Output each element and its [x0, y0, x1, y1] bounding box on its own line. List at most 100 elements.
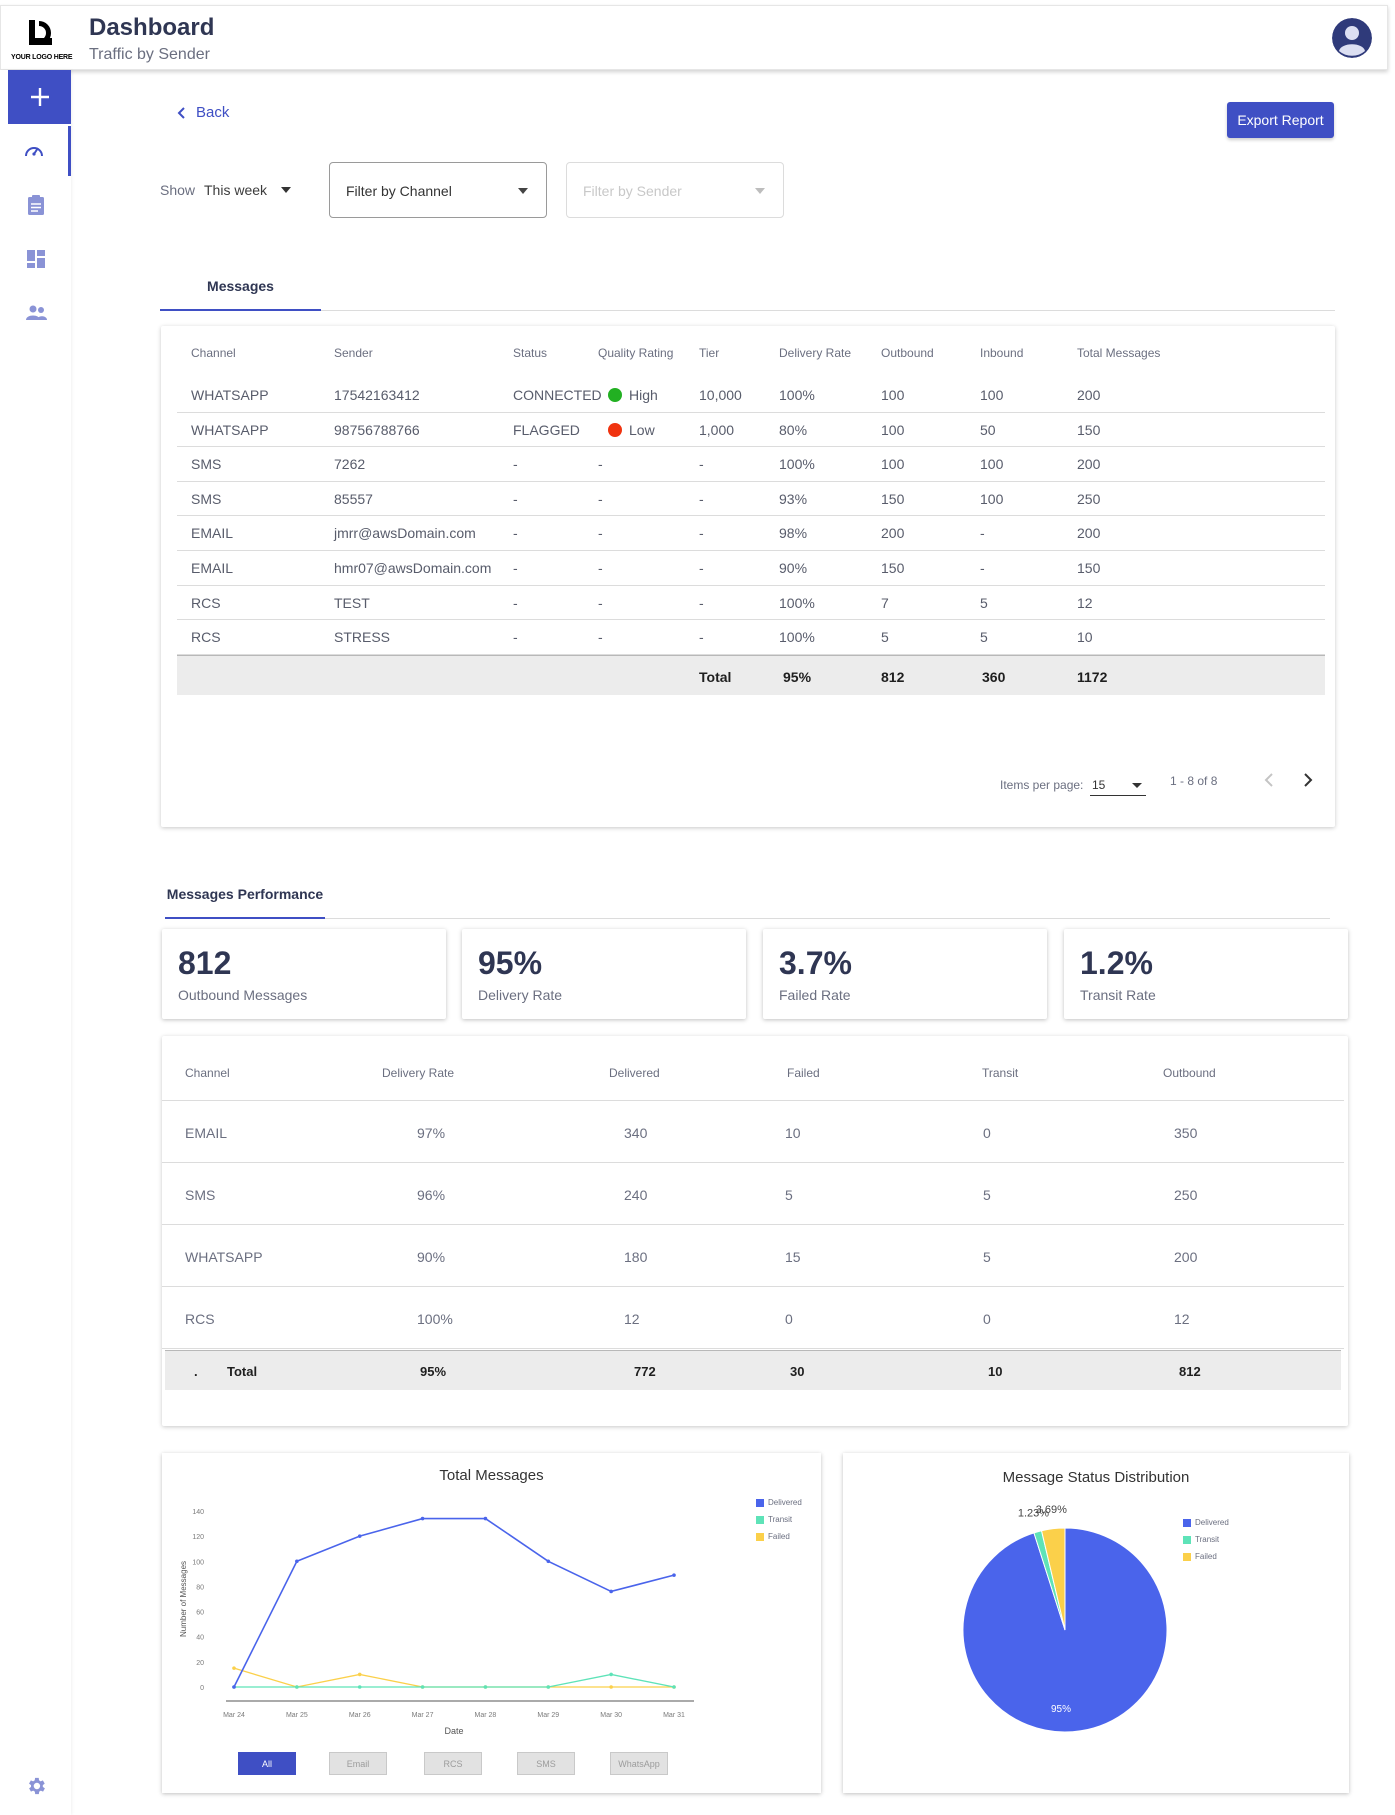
- channel-filter-select[interactable]: Filter by Channel: [329, 162, 547, 218]
- table-total-row: Total 95% 812 360 1172: [177, 654, 1325, 695]
- legend-swatch: [1183, 1518, 1191, 1527]
- table-cell-delivery-rate: 100%: [779, 629, 815, 646]
- series-line-delivered: [233, 1517, 675, 1688]
- table-cell-status: -: [513, 490, 518, 507]
- channel-filter-buttons: All Email RCS SMS WhatsApp: [238, 1752, 758, 1776]
- legend-label: Failed: [1195, 1552, 1217, 1561]
- clipboard-icon: [27, 195, 44, 215]
- tab-messages[interactable]: Messages: [160, 272, 321, 311]
- filter-sms-button[interactable]: SMS: [517, 1752, 575, 1775]
- column-header[interactable]: Delivered: [609, 1066, 660, 1080]
- chevron-down-icon: [755, 188, 765, 194]
- user-avatar-icon[interactable]: [1332, 18, 1372, 58]
- table-cell-delivered: 12: [624, 1311, 640, 1327]
- items-per-page-select[interactable]: 15: [1090, 772, 1146, 796]
- sidebar-item-users[interactable]: [0, 288, 71, 338]
- table-cell-outbound: 5: [881, 629, 889, 646]
- table-cell-total: 200: [1077, 525, 1101, 542]
- series-line-failed: [233, 1667, 674, 1688]
- data-point-transit: [357, 1685, 362, 1689]
- column-header[interactable]: Total Messages: [1077, 346, 1161, 360]
- table-row: RCS STRESS - - - 100% 5 5 10: [177, 620, 1325, 655]
- table-cell-delivered: 240: [624, 1187, 648, 1203]
- column-header[interactable]: Transit: [982, 1066, 1019, 1080]
- sidebar-item-reports[interactable]: [0, 180, 71, 230]
- table-cell-failed: 15: [785, 1249, 801, 1265]
- data-point-transit: [546, 1685, 551, 1689]
- next-page-icon[interactable]: [1298, 770, 1318, 790]
- back-link[interactable]: Back: [176, 104, 229, 121]
- table-cell-sender: 7262: [334, 456, 366, 473]
- data-point-delivered: [357, 1534, 362, 1538]
- filter-whatsapp-button[interactable]: WhatsApp: [610, 1752, 668, 1775]
- data-point-transit: [295, 1685, 299, 1689]
- table-cell-total: 200: [1077, 456, 1101, 473]
- settings-button[interactable]: [20, 1770, 52, 1802]
- table-cell-inbound: -: [980, 525, 985, 542]
- export-report-button[interactable]: Export Report: [1227, 102, 1334, 138]
- x-tick-label: Mar 30: [600, 1712, 622, 1719]
- table-row: EMAIL hmr07@awsDomain.com - - - 90% 150 - 150: [177, 551, 1325, 586]
- table-cell-quality: -: [598, 629, 603, 646]
- table-cell-delivered: 340: [624, 1125, 648, 1141]
- y-tick-label: 140: [192, 1509, 204, 1516]
- legend-swatch: [756, 1515, 764, 1524]
- kpi-card-transit-rate: 1.2% Transit Rate: [1064, 929, 1348, 1019]
- table-row: RCS 100% 12 0 0 12: [162, 1287, 1344, 1349]
- table-cell-tier: 10,000: [699, 387, 742, 403]
- column-header[interactable]: Channel: [191, 346, 236, 360]
- sidebar-item-widgets[interactable]: [0, 234, 71, 284]
- x-tick-label: Mar 25: [286, 1712, 308, 1719]
- column-header[interactable]: Channel: [185, 1066, 230, 1080]
- table-cell-channel: EMAIL: [191, 560, 234, 576]
- column-header[interactable]: Outbound: [881, 346, 934, 360]
- column-header[interactable]: Outbound: [1163, 1066, 1216, 1080]
- back-label: Back: [196, 104, 230, 121]
- period-select[interactable]: This week: [204, 182, 268, 198]
- legend-item-transit: Transit: [756, 1511, 802, 1528]
- column-header[interactable]: Sender: [334, 346, 373, 360]
- table-row: WHATSAPP 90% 180 15 5 200: [162, 1225, 1344, 1287]
- column-header[interactable]: Quality Rating: [598, 346, 674, 360]
- x-tick-label: Mar 28: [475, 1712, 497, 1719]
- table-cell-sender: 98756788766: [334, 421, 420, 438]
- total-cell-label: Total: [699, 668, 732, 685]
- table-cell-inbound: 5: [980, 629, 988, 646]
- table-cell-sender: 17542163412: [334, 387, 420, 403]
- chevron-down-icon[interactable]: [281, 187, 291, 193]
- table-row: SMS 96% 240 5 5 250: [162, 1163, 1344, 1225]
- table-cell-status: -: [513, 560, 518, 576]
- table-row: WHATSAPP 17542163412 CONNECTED High 10,000 10…: [177, 378, 1325, 413]
- column-header[interactable]: Delivery Rate: [779, 346, 852, 360]
- table-cell-outbound: 100: [881, 456, 905, 473]
- column-header[interactable]: Status: [513, 346, 548, 360]
- x-axis-label: Date: [444, 1726, 463, 1736]
- table-cell-transit: 5: [983, 1249, 991, 1265]
- filter-all-button[interactable]: All: [238, 1752, 296, 1775]
- tab-messages-performance[interactable]: Messages Performance: [165, 880, 325, 919]
- filter-rcs-button[interactable]: RCS: [424, 1752, 482, 1775]
- speedometer-icon: [25, 147, 43, 157]
- column-header[interactable]: Delivery Rate: [382, 1066, 455, 1080]
- filter-email-button[interactable]: Email: [329, 1752, 387, 1775]
- table-cell-inbound: 100: [980, 490, 1004, 507]
- column-header[interactable]: Failed: [787, 1066, 820, 1080]
- y-tick-label: 60: [196, 1610, 204, 1617]
- column-header[interactable]: Inbound: [980, 346, 1024, 360]
- data-point-failed: [232, 1666, 236, 1670]
- table-cell-quality: High: [608, 387, 658, 403]
- sidebar-item-add[interactable]: [8, 70, 71, 124]
- legend-swatch: [756, 1498, 764, 1507]
- previous-page-icon[interactable]: [1259, 770, 1279, 790]
- sender-filter-select[interactable]: Filter by Sender: [566, 162, 784, 218]
- quality-label: High: [629, 387, 658, 403]
- table-cell-transit: 0: [983, 1125, 991, 1141]
- legend-item-transit: Transit: [1183, 1531, 1229, 1548]
- sidebar-item-dashboard[interactable]: [0, 126, 71, 176]
- column-header[interactable]: Tier: [699, 346, 720, 360]
- table-cell-outbound: 7: [881, 594, 889, 611]
- kpi-value: 812: [178, 945, 232, 981]
- logo: YOUR LOGO HERE: [9, 16, 77, 66]
- y-tick-label: 20: [196, 1660, 204, 1667]
